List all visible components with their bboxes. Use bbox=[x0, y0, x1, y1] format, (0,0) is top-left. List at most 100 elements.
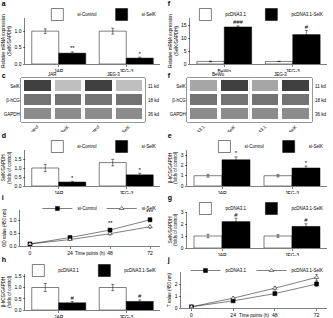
svg-text:#: # bbox=[305, 24, 309, 30]
svg-text:*: * bbox=[71, 175, 74, 181]
svg-text:1.0: 1.0 bbox=[10, 217, 17, 223]
svg-text:1.5: 1.5 bbox=[15, 273, 22, 279]
svg-text:*: * bbox=[139, 51, 142, 57]
svg-text:0.0: 0.0 bbox=[10, 243, 17, 249]
svg-text:pcDNA3.1·SelK: pcDNA3.1·SelK bbox=[211, 124, 237, 132]
svg-text:1.0: 1.0 bbox=[15, 165, 22, 171]
svg-text:0.0: 0.0 bbox=[15, 61, 22, 67]
svg-text:pcDNA3.1-SelK: pcDNA3.1-SelK bbox=[291, 268, 323, 273]
svg-text:pcDNA3.1-SelK: pcDNA3.1-SelK bbox=[124, 268, 156, 273]
svg-text:36 kd: 36 kd bbox=[148, 112, 160, 117]
svg-text:JAR: JAR bbox=[217, 190, 227, 195]
svg-text:1: 1 bbox=[181, 233, 184, 239]
svg-text:**: ** bbox=[70, 45, 75, 51]
svg-text:f: f bbox=[168, 0, 171, 7]
svg-text:72: 72 bbox=[314, 312, 320, 318]
svg-text:24: 24 bbox=[230, 312, 236, 318]
svg-text:2: 2 bbox=[175, 281, 178, 287]
svg-text:0: 0 bbox=[190, 312, 193, 318]
svg-text:β-hCG/GAPDH(folds of control): β-hCG/GAPDH(folds of control) bbox=[168, 151, 179, 184]
svg-text:Relative mRNA expression(SelK/: Relative mRNA expression(SelK/GAPDH) bbox=[168, 14, 179, 68]
svg-text:Time points (h): Time points (h) bbox=[239, 313, 269, 318]
svg-text:11 kd: 11 kd bbox=[148, 84, 159, 89]
svg-text:*: * bbox=[305, 160, 308, 166]
svg-text:0.5: 0.5 bbox=[10, 230, 17, 236]
svg-text:0: 0 bbox=[29, 250, 32, 256]
svg-text:d: d bbox=[2, 132, 6, 139]
svg-text:BeWo: BeWo bbox=[212, 72, 225, 77]
svg-text:0.5: 0.5 bbox=[15, 44, 22, 50]
svg-text:10: 10 bbox=[181, 35, 187, 41]
svg-text:*: * bbox=[235, 150, 238, 156]
svg-text:JEG-3: JEG-3 bbox=[274, 72, 287, 77]
svg-text:SelK: SelK bbox=[10, 84, 20, 89]
svg-text:f: f bbox=[168, 72, 171, 79]
svg-text:1: 1 bbox=[181, 172, 184, 178]
svg-text:pcDNA3.1: pcDNA3.1 bbox=[188, 124, 206, 132]
svg-text:si-SelK: si-SelK bbox=[309, 144, 323, 149]
svg-text:0: 0 bbox=[184, 61, 187, 67]
svg-text:si-Control: si-Control bbox=[77, 12, 96, 17]
svg-text:si-Control: si-Control bbox=[83, 124, 100, 132]
svg-text:**: ** bbox=[108, 220, 113, 226]
svg-text:SelK/GAPDH(folds of control): SelK/GAPDH(folds of control) bbox=[1, 151, 12, 184]
svg-text:GAPDH: GAPDH bbox=[4, 112, 20, 117]
svg-text:***: *** bbox=[146, 209, 154, 215]
svg-text:18 kd: 18 kd bbox=[315, 98, 327, 103]
svg-text:JAR: JAR bbox=[54, 68, 64, 73]
svg-text:β-hCG: β-hCG bbox=[6, 98, 20, 103]
svg-text:0.0: 0.0 bbox=[15, 307, 22, 313]
svg-text:i: i bbox=[2, 194, 4, 201]
svg-text:j: j bbox=[167, 256, 170, 264]
svg-text:GAPDH: GAPDH bbox=[170, 112, 186, 117]
svg-text:Relative mRNA expression(SelK/: Relative mRNA expression(SelK/GAPDH) bbox=[1, 14, 12, 68]
svg-text:pcDNA3.1-SelK: pcDNA3.1-SelK bbox=[291, 12, 323, 17]
svg-text:0: 0 bbox=[181, 245, 184, 251]
svg-text:JEG-3: JEG-3 bbox=[119, 68, 133, 73]
svg-text:pcDNA3.1: pcDNA3.1 bbox=[58, 268, 79, 273]
svg-text:pcDNA3.1-SelK: pcDNA3.1-SelK bbox=[291, 206, 323, 211]
svg-text:5: 5 bbox=[184, 48, 187, 54]
svg-text:JAR: JAR bbox=[48, 72, 57, 77]
svg-text:1: 1 bbox=[175, 293, 178, 299]
svg-text:18 kd: 18 kd bbox=[148, 98, 160, 103]
svg-text:pcDNA3.1·SelK: pcDNA3.1·SelK bbox=[272, 124, 298, 132]
svg-text:#: # bbox=[138, 293, 142, 299]
svg-text:JAR: JAR bbox=[54, 190, 64, 195]
svg-text:#: # bbox=[304, 217, 308, 223]
svg-text:1.0: 1.0 bbox=[15, 28, 22, 34]
svg-text:e: e bbox=[168, 132, 172, 139]
svg-text:0.0: 0.0 bbox=[15, 183, 22, 189]
svg-text:SelK: SelK bbox=[176, 84, 186, 89]
svg-text:JAR: JAR bbox=[54, 314, 64, 318]
svg-text:pcDNA3.1: pcDNA3.1 bbox=[249, 124, 267, 132]
svg-text:a: a bbox=[2, 0, 6, 7]
svg-text:JEG-3: JEG-3 bbox=[286, 68, 300, 73]
svg-text:JEG-3: JEG-3 bbox=[119, 190, 133, 195]
svg-text:si-SelK: si-SelK bbox=[142, 206, 156, 211]
svg-text:1.5: 1.5 bbox=[15, 156, 22, 162]
svg-text:24: 24 bbox=[67, 250, 73, 256]
svg-text:pcDNA3.1: pcDNA3.1 bbox=[225, 206, 246, 211]
svg-text:48: 48 bbox=[107, 250, 113, 256]
svg-text:si-Control: si-Control bbox=[77, 206, 96, 211]
svg-text:0.5: 0.5 bbox=[15, 174, 22, 180]
svg-text:si-SelK: si-SelK bbox=[56, 124, 70, 132]
svg-text:h: h bbox=[2, 256, 6, 263]
svg-text:###: ### bbox=[233, 19, 244, 25]
svg-text:0: 0 bbox=[181, 183, 184, 189]
svg-text:48: 48 bbox=[272, 312, 278, 318]
svg-text:si-SelK: si-SelK bbox=[142, 12, 156, 17]
svg-text:JEG-3: JEG-3 bbox=[107, 72, 120, 77]
svg-text:72: 72 bbox=[147, 250, 153, 256]
svg-text:JEG-3: JEG-3 bbox=[285, 190, 299, 195]
svg-text:1.0: 1.0 bbox=[15, 284, 22, 290]
svg-text:JAR: JAR bbox=[217, 252, 227, 257]
svg-text:OD value (450 nm): OD value (450 nm) bbox=[2, 208, 7, 247]
svg-text:si-Control: si-Control bbox=[244, 144, 263, 149]
svg-text:15: 15 bbox=[181, 22, 187, 28]
svg-text:β-hCG/GAPDH(folds of control): β-hCG/GAPDH(folds of control) bbox=[1, 275, 12, 308]
svg-text:0.5: 0.5 bbox=[15, 296, 22, 302]
svg-text:2: 2 bbox=[181, 221, 184, 227]
svg-text:11 kd: 11 kd bbox=[315, 84, 326, 89]
